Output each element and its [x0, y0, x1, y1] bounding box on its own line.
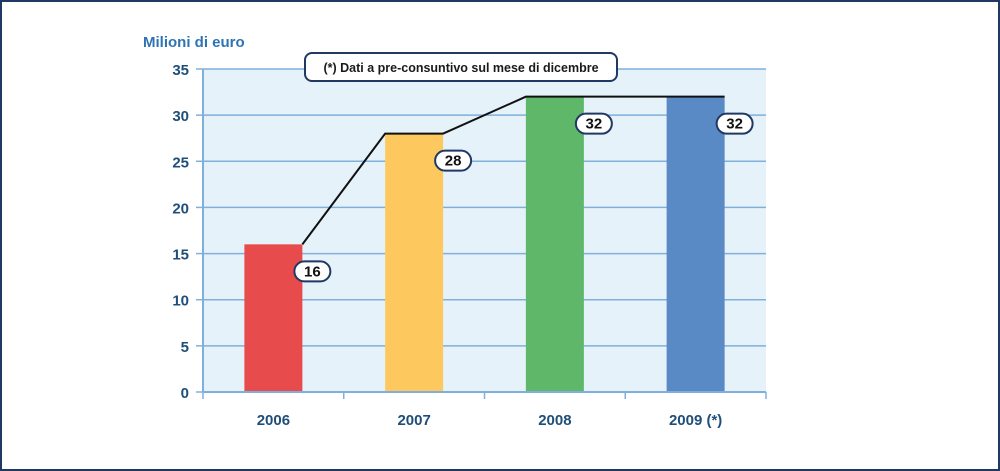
trend-line	[301, 95, 725, 245]
axes	[202, 69, 766, 393]
bar-2007	[385, 133, 444, 392]
annotation-text: (*) Dati a pre-consuntivo sul mese di di…	[323, 61, 598, 75]
y-tick-label-3: 15	[172, 247, 189, 264]
x-tick-label-3: 2009 (*)	[669, 412, 722, 429]
data-label-2: 32	[574, 112, 613, 135]
data-label-box-0	[293, 260, 332, 283]
data-label-box-1	[434, 149, 473, 172]
y-tick-label-2: 10	[172, 293, 189, 310]
bar-2009	[666, 96, 725, 392]
data-label-text-2: 32	[586, 116, 603, 133]
bar-2006	[244, 244, 303, 392]
y-axis-label: Milioni di euro	[143, 34, 245, 51]
x-tick-label-2: 2008	[538, 412, 571, 429]
data-labels: 16 28 32 32	[293, 112, 754, 283]
y-tick-label-7: 35	[172, 62, 189, 79]
bars	[244, 96, 725, 392]
data-label-text-3: 32	[726, 116, 743, 133]
y-tick-label-1: 5	[181, 339, 189, 356]
data-label-text-1: 28	[445, 153, 462, 170]
annotation-box: (*) Dati a pre-consuntivo sul mese di di…	[304, 52, 618, 82]
y-tick-label-0: 0	[181, 385, 189, 402]
y-tick-label-4: 20	[172, 200, 189, 217]
x-tick-label-1: 2007	[397, 412, 430, 429]
bar-2008	[525, 96, 584, 392]
y-tick-label-6: 30	[172, 108, 189, 125]
data-label-3: 32	[715, 112, 754, 135]
tick-labels: 0 5 10 15 20 25 30 35 2006 2007 2008 2009 (*)	[172, 62, 722, 429]
data-label-text-0: 16	[304, 263, 321, 280]
data-label-0: 16	[293, 260, 332, 283]
data-label-box-2	[574, 112, 613, 135]
data-label-box-3	[715, 112, 754, 135]
y-tick-label-5: 25	[172, 154, 189, 171]
data-label-1: 28	[434, 149, 473, 172]
annotation-box-outline	[304, 52, 618, 82]
x-tick-label-0: 2006	[257, 412, 290, 429]
